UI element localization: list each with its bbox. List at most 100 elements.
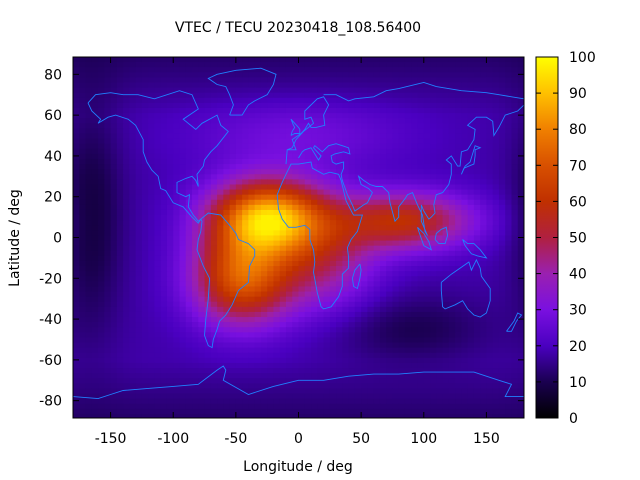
heatmap-cell: [342, 281, 350, 288]
heatmap-cell: [455, 179, 462, 186]
heatmap-cell: [486, 347, 494, 354]
heatmap-cell: [160, 123, 168, 129]
heatmap-cell: [492, 77, 500, 84]
heatmap-cell: [348, 174, 356, 180]
heatmap-cell: [311, 199, 318, 206]
heatmap-cell: [98, 92, 105, 99]
heatmap-cell: [273, 378, 281, 384]
heatmap-cell: [480, 128, 488, 135]
heatmap-cell: [110, 301, 118, 308]
heatmap-cell: [430, 87, 437, 94]
heatmap-cell: [123, 296, 130, 303]
heatmap-cell: [166, 342, 174, 349]
heatmap-cell: [505, 67, 513, 73]
heatmap-cell: [229, 240, 237, 247]
heatmap-cell: [192, 322, 199, 328]
heatmap-cell: [486, 164, 494, 170]
heatmap-cell: [386, 357, 394, 364]
heatmap-cell: [430, 138, 437, 145]
heatmap-cell: [154, 306, 162, 313]
heatmap-cell: [461, 342, 469, 349]
heatmap-cell: [173, 143, 181, 150]
heatmap-cell: [361, 113, 368, 119]
heatmap-cell: [242, 123, 249, 129]
heatmap-cell: [254, 383, 262, 390]
heatmap-cell: [417, 57, 425, 63]
heatmap-cell: [323, 153, 331, 160]
heatmap-cell: [329, 337, 337, 344]
heatmap-cell: [511, 62, 519, 68]
heatmap-cell: [392, 189, 400, 196]
heatmap-cell: [116, 322, 124, 328]
heatmap-cell: [85, 408, 93, 415]
heatmap-cell: [329, 362, 337, 369]
heatmap-cell: [323, 296, 331, 303]
heatmap-cell: [505, 194, 513, 201]
heatmap-cell: [455, 97, 462, 104]
heatmap-cell: [279, 311, 287, 318]
heatmap-cell: [242, 403, 249, 410]
heatmap-cell: [110, 317, 118, 323]
heatmap-cell: [392, 235, 400, 242]
heatmap-cell: [248, 220, 256, 226]
heatmap-cell: [492, 311, 500, 318]
heatmap-cell: [473, 128, 481, 135]
heatmap-cell: [204, 179, 212, 186]
heatmap-cell: [148, 301, 156, 308]
heatmap-cell: [273, 209, 281, 216]
heatmap-cell: [392, 281, 400, 288]
heatmap-cell: [317, 352, 325, 359]
heatmap-cell: [85, 301, 93, 308]
heatmap-cell: [498, 317, 506, 323]
heatmap-cell: [436, 138, 444, 145]
heatmap-cell: [79, 296, 87, 303]
heatmap-cell: [492, 215, 500, 221]
heatmap-cell: [229, 342, 237, 349]
heatmap-cell: [242, 235, 249, 242]
heatmap-cell: [398, 82, 406, 89]
heatmap-cell: [85, 174, 93, 180]
heatmap-cell: [436, 87, 444, 94]
heatmap-cell: [267, 199, 275, 206]
heatmap-cell: [229, 179, 237, 186]
heatmap-cell: [379, 77, 387, 84]
heatmap-cell: [511, 271, 519, 277]
heatmap-cell: [223, 373, 231, 379]
heatmap-cell: [141, 383, 149, 390]
heatmap-cell: [98, 148, 105, 155]
heatmap-cell: [317, 240, 325, 247]
heatmap-cell: [260, 281, 268, 288]
heatmap-cell: [104, 123, 112, 129]
heatmap-cell: [185, 133, 193, 140]
heatmap-cell: [298, 113, 306, 119]
heatmap-cell: [198, 398, 206, 405]
heatmap-cell: [166, 199, 174, 206]
heatmap-cell: [98, 388, 105, 395]
heatmap-cell: [498, 128, 506, 135]
heatmap-cell: [498, 383, 506, 390]
heatmap-cell: [104, 327, 112, 333]
heatmap-cell: [98, 164, 105, 170]
heatmap-cell: [386, 123, 394, 129]
heatmap-cell: [473, 164, 481, 170]
heatmap-cell: [248, 393, 256, 400]
heatmap-cell: [392, 204, 400, 211]
heatmap-cell: [498, 189, 506, 196]
heatmap-cell: [85, 153, 93, 160]
heatmap-cell: [448, 128, 456, 135]
heatmap-cell: [204, 184, 212, 191]
heatmap-cell: [185, 87, 193, 94]
heatmap-cell: [373, 296, 381, 303]
heatmap-cell: [373, 332, 381, 339]
heatmap-cell: [517, 194, 524, 201]
heatmap-cell: [311, 92, 318, 99]
heatmap-cell: [511, 102, 519, 109]
heatmap-cell: [210, 403, 218, 410]
heatmap-cell: [192, 92, 199, 99]
heatmap-cell: [423, 133, 431, 140]
heatmap-cell: [317, 220, 325, 226]
heatmap-cell: [461, 311, 469, 318]
heatmap-cell: [505, 240, 513, 247]
heatmap-cell: [148, 240, 156, 247]
